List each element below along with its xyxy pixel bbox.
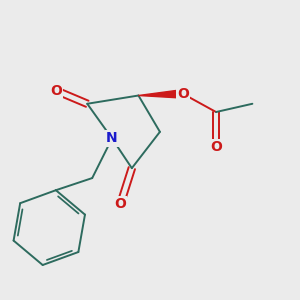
Text: O: O [210, 140, 222, 154]
Polygon shape [138, 90, 183, 98]
Text: O: O [50, 84, 62, 98]
Text: O: O [114, 197, 126, 212]
Text: N: N [106, 131, 118, 146]
Text: O: O [177, 87, 189, 101]
